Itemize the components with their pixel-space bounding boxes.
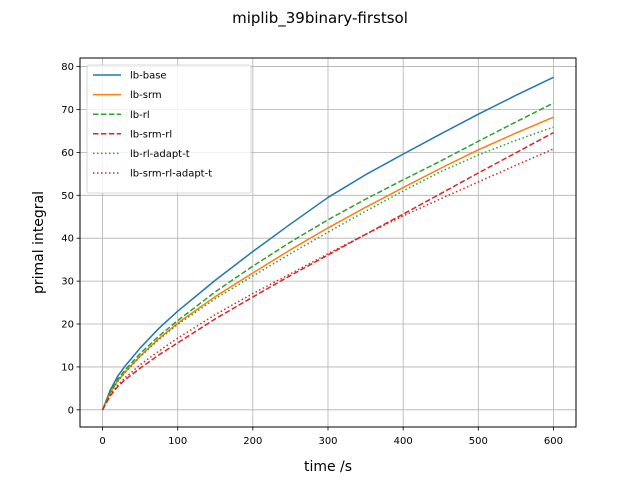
y-tick-label-7: 70	[61, 105, 74, 116]
x-tick-label-4: 400	[394, 436, 413, 447]
x-tick-label-2: 200	[243, 436, 262, 447]
x-tick-label-6: 600	[544, 436, 563, 447]
series-line-lb-srm-rl	[101, 131, 554, 411]
y-tick-label-2: 20	[61, 320, 74, 331]
legend-label-lb-base: lb-base	[130, 71, 167, 82]
x-tick-label-0: 0	[99, 436, 105, 447]
y-axis-label: primal integral	[31, 191, 47, 294]
y-tick-label-3: 30	[61, 277, 74, 288]
legend-label-lb-srm: lb-srm	[130, 90, 162, 101]
y-tick-label-6: 60	[61, 148, 74, 159]
y-tick-label-1: 10	[61, 362, 74, 373]
axis-ticks: 0 100 200 300 400 500 600 0 10 20 30 40 50 60 70 80	[61, 62, 563, 447]
y-tick-label-4: 40	[61, 234, 74, 245]
y-tick-label-5: 50	[61, 191, 74, 202]
series-line-lb-rl	[101, 102, 554, 411]
x-tick-label-5: 500	[469, 436, 488, 447]
series-line-lb-rl-adapt-t	[101, 126, 554, 411]
grid-lines	[80, 58, 576, 427]
series-line-lb-srm-rl-adapt-t	[101, 148, 554, 411]
x-tick-label-3: 300	[318, 436, 337, 447]
x-axis-label: time /s	[304, 459, 352, 475]
x-tick-label-1: 100	[168, 436, 187, 447]
series-line-lb-base	[101, 76, 554, 411]
legend-label-lb-srm-rl: lb-srm-rl	[130, 129, 172, 140]
y-tick-label-8: 80	[61, 62, 74, 73]
chart-title: miplib_39binary-firstsol	[232, 9, 408, 28]
legend-box	[86, 64, 252, 194]
legend-label-lb-srm-rl-adapt-t: lb-srm-rl-adapt-t	[130, 169, 212, 180]
legend-label-lb-rl-adapt-t: lb-rl-adapt-t	[130, 149, 190, 160]
legend: lb-base lb-srm lb-rl lb-srm-rl lb-rl-adapt-t…	[86, 64, 252, 194]
y-tick-label-0: 0	[68, 405, 74, 416]
legend-label-lb-rl: lb-rl	[130, 110, 150, 121]
series-lines	[101, 76, 554, 411]
